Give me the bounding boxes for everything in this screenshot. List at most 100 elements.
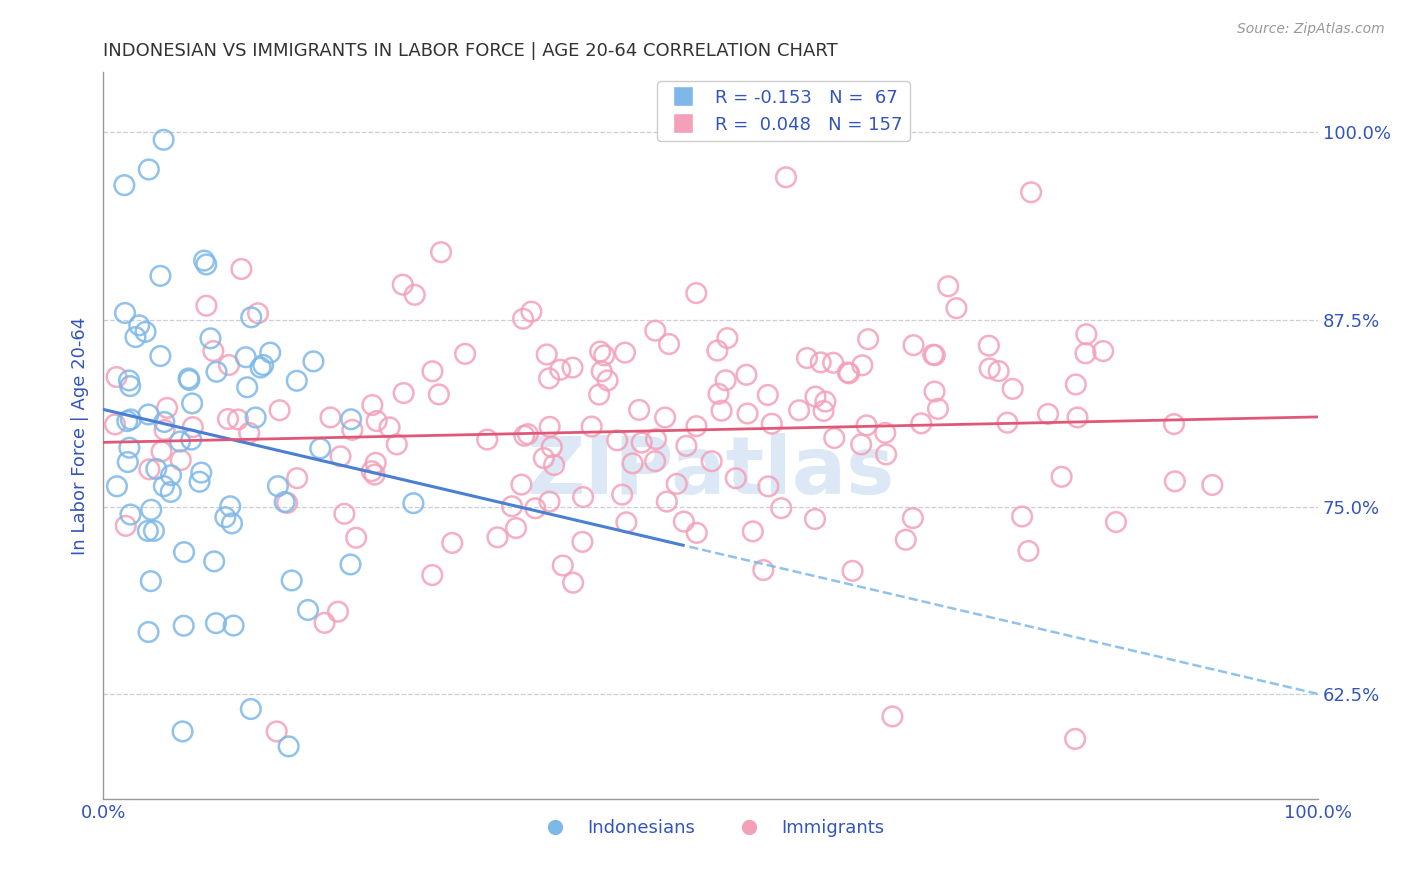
Point bbox=[1001, 382, 1024, 396]
Point bbox=[710, 403, 733, 417]
Point bbox=[644, 454, 666, 468]
Point bbox=[581, 419, 603, 434]
Point bbox=[145, 462, 167, 476]
Point bbox=[114, 306, 136, 320]
Point bbox=[218, 358, 240, 372]
Point bbox=[363, 467, 385, 482]
Point bbox=[190, 466, 212, 480]
Point bbox=[193, 253, 215, 268]
Point bbox=[810, 355, 832, 369]
Point bbox=[152, 133, 174, 147]
Point bbox=[737, 407, 759, 421]
Point bbox=[269, 403, 291, 417]
Point bbox=[628, 403, 651, 417]
Point bbox=[118, 374, 141, 388]
Point bbox=[756, 388, 779, 402]
Point bbox=[945, 301, 967, 315]
Point bbox=[591, 364, 613, 378]
Point bbox=[222, 618, 245, 632]
Point bbox=[249, 360, 271, 375]
Point bbox=[706, 343, 728, 358]
Point bbox=[180, 433, 202, 447]
Point bbox=[630, 435, 652, 450]
Point bbox=[226, 412, 249, 426]
Point bbox=[420, 568, 443, 582]
Point bbox=[378, 420, 401, 434]
Point bbox=[714, 373, 737, 387]
Point bbox=[987, 364, 1010, 378]
Point bbox=[173, 618, 195, 632]
Point bbox=[285, 374, 308, 388]
Point bbox=[149, 349, 172, 363]
Point bbox=[150, 444, 173, 458]
Point bbox=[775, 170, 797, 185]
Point bbox=[538, 494, 561, 508]
Point bbox=[910, 417, 932, 431]
Point bbox=[202, 344, 225, 359]
Point bbox=[138, 408, 160, 422]
Point bbox=[156, 401, 179, 415]
Point bbox=[169, 434, 191, 449]
Point bbox=[685, 419, 707, 434]
Point bbox=[538, 420, 561, 434]
Point bbox=[120, 412, 142, 426]
Point bbox=[276, 496, 298, 510]
Point bbox=[245, 410, 267, 425]
Point bbox=[1105, 515, 1128, 529]
Point bbox=[588, 387, 610, 401]
Point bbox=[903, 338, 925, 352]
Point bbox=[392, 386, 415, 401]
Point bbox=[342, 423, 364, 437]
Point bbox=[551, 558, 574, 573]
Point bbox=[856, 332, 879, 346]
Point bbox=[135, 325, 157, 339]
Point bbox=[616, 516, 638, 530]
Point bbox=[124, 330, 146, 344]
Point bbox=[160, 468, 183, 483]
Point bbox=[344, 531, 367, 545]
Point bbox=[339, 558, 361, 572]
Point bbox=[247, 306, 270, 320]
Point bbox=[685, 286, 707, 301]
Point bbox=[173, 545, 195, 559]
Point bbox=[454, 347, 477, 361]
Point bbox=[181, 420, 204, 434]
Point bbox=[756, 479, 779, 493]
Point bbox=[236, 380, 259, 394]
Point bbox=[512, 311, 534, 326]
Point bbox=[297, 603, 319, 617]
Text: INDONESIAN VS IMMIGRANTS IN LABOR FORCE | AGE 20-64 CORRELATION CHART: INDONESIAN VS IMMIGRANTS IN LABOR FORCE … bbox=[103, 42, 838, 60]
Point bbox=[273, 495, 295, 509]
Point bbox=[128, 318, 150, 333]
Point bbox=[665, 476, 688, 491]
Point bbox=[136, 524, 159, 538]
Point bbox=[314, 615, 336, 630]
Point bbox=[686, 525, 709, 540]
Point bbox=[1074, 346, 1097, 360]
Point bbox=[177, 371, 200, 385]
Point bbox=[787, 403, 810, 417]
Point bbox=[516, 427, 538, 442]
Point bbox=[153, 423, 176, 437]
Point bbox=[1064, 731, 1087, 746]
Point bbox=[402, 496, 425, 510]
Point bbox=[200, 331, 222, 345]
Point bbox=[606, 434, 628, 448]
Point bbox=[513, 429, 536, 443]
Point bbox=[838, 366, 860, 380]
Point bbox=[894, 533, 917, 547]
Point bbox=[1011, 509, 1033, 524]
Point bbox=[1066, 410, 1088, 425]
Point bbox=[621, 456, 644, 470]
Point bbox=[562, 575, 585, 590]
Point bbox=[205, 616, 228, 631]
Point bbox=[319, 410, 342, 425]
Point bbox=[1201, 478, 1223, 492]
Point bbox=[477, 433, 499, 447]
Point bbox=[1076, 327, 1098, 342]
Point bbox=[427, 387, 450, 401]
Point bbox=[1163, 417, 1185, 431]
Point bbox=[770, 501, 793, 516]
Point bbox=[979, 361, 1001, 376]
Point bbox=[735, 368, 758, 382]
